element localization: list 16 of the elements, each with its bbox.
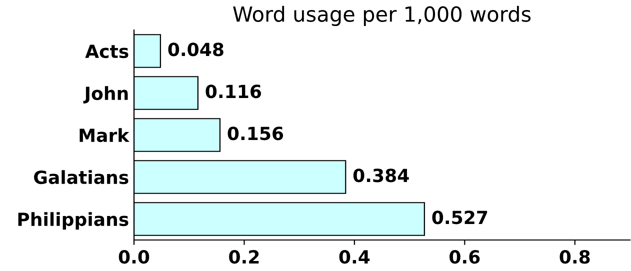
data-label: 0.156 <box>228 126 284 140</box>
x-tick-label: 0.8 <box>560 250 590 264</box>
y-tick-label: Philippians <box>18 212 128 230</box>
data-label: 0.048 <box>168 42 224 56</box>
x-tick-label: 0.4 <box>339 250 370 264</box>
y-tick-label: John <box>83 86 128 104</box>
data-label: 0.527 <box>432 210 488 224</box>
y-tick-label: Mark <box>80 128 130 142</box>
chart-title: Word usage per 1,000 words <box>233 6 531 26</box>
y-tick-label: Acts <box>85 44 128 58</box>
data-label: 0.384 <box>353 168 409 182</box>
x-tick-label: 0.2 <box>229 250 259 264</box>
x-tick-label: 0.0 <box>118 250 150 264</box>
x-tick-label: 0.6 <box>450 250 480 264</box>
y-tick-label: Galatians <box>34 170 128 184</box>
data-label: 0.116 <box>206 84 262 98</box>
